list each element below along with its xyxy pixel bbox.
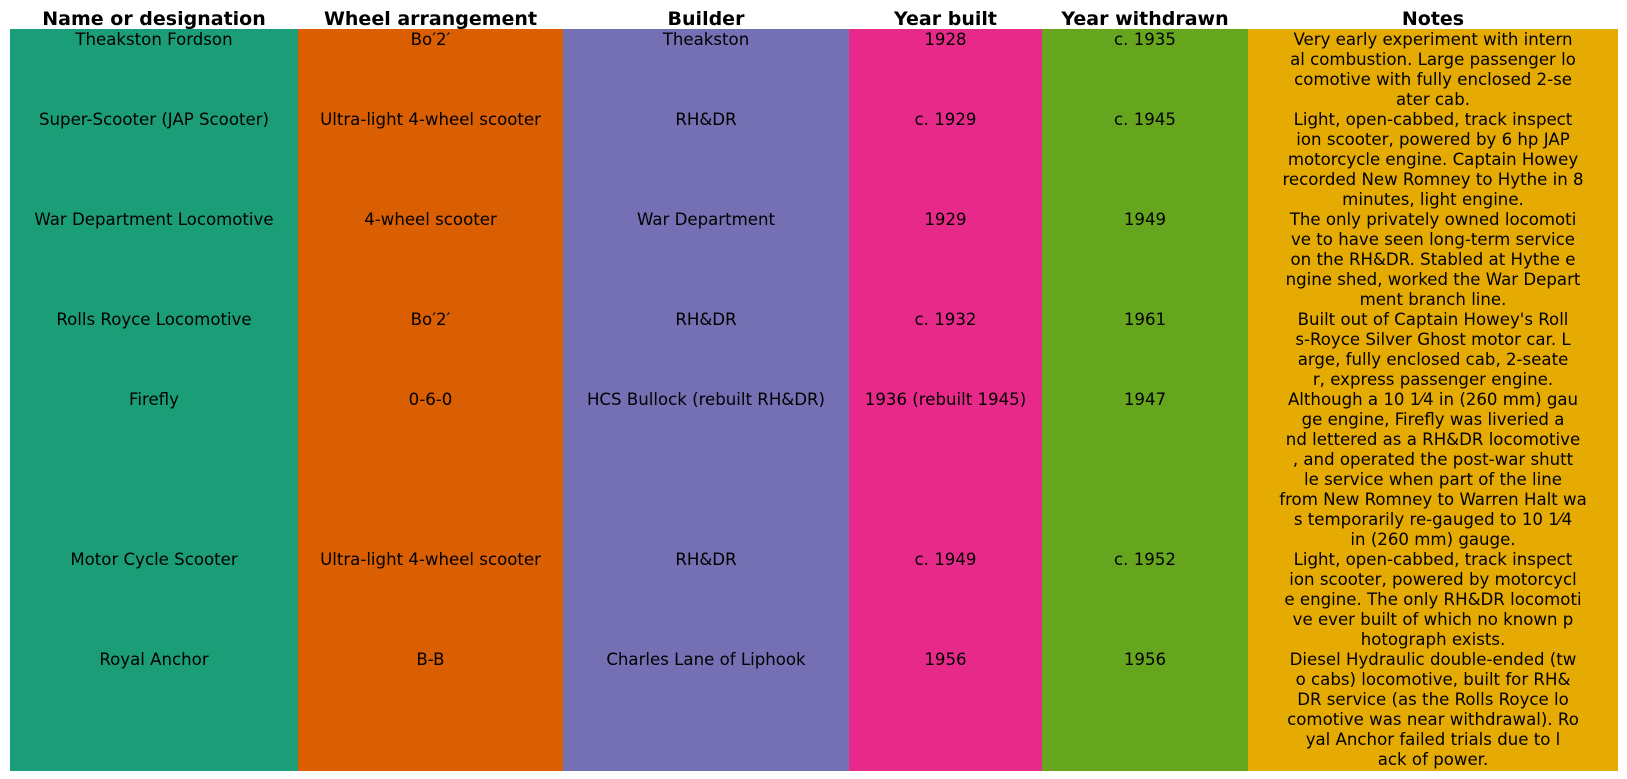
column-built: 1928 c. 1929 1929 c. 1932 1936 (rebuilt 1945… (849, 29, 1042, 771)
cell-withdrawn: 1961 (1123, 310, 1167, 329)
column-withdrawn: c. 1935 c. 1945 1949 1961 1947 c. 1952 1956 (1042, 29, 1248, 771)
cell-notes: Built out of Captain Howey's Roll s-Royc… (1295, 310, 1571, 389)
column-name: Theakston Fordson Super-Scooter (JAP Scoo… (10, 29, 298, 771)
cell-built: c. 1929 (914, 110, 977, 129)
cell-withdrawn: 1956 (1123, 650, 1167, 669)
cell-builder: HCS Bullock (rebuilt RH&DR) (586, 390, 826, 409)
cell-notes: Although a 10 1⁄4 in (260 mm) gau ge eng… (1279, 390, 1587, 549)
column-header-withdrawn: Year withdrawn (1061, 8, 1229, 30)
cell-built: c. 1932 (914, 310, 977, 329)
cell-wheel: B-B (416, 650, 445, 669)
cell-builder: RH&DR (675, 550, 737, 569)
cell-notes: Diesel Hydraulic double-ended (tw o cabs… (1287, 650, 1579, 769)
cell-built: c. 1949 (914, 550, 977, 569)
column-builder: Theakston RH&DR War Department RH&DR HCS Bul… (563, 29, 849, 771)
cell-wheel: Ultra-light 4-wheel scooter (320, 110, 541, 129)
cell-name: Super-Scooter (JAP Scooter) (39, 110, 269, 129)
column-header-builder: Builder (667, 8, 745, 30)
cell-notes: Light, open-cabbed, track inspect ion sc… (1284, 550, 1582, 649)
cell-wheel: Bo′2′ (410, 30, 451, 49)
cell-notes: The only privately owned locomoti ve to … (1285, 210, 1581, 309)
cell-built: 1936 (rebuilt 1945) (864, 390, 1027, 409)
column-header-notes: Notes (1401, 8, 1465, 30)
column-notes: Very early experiment with intern al com… (1248, 29, 1618, 771)
cell-notes: Light, open-cabbed, track inspect ion sc… (1282, 110, 1584, 209)
cell-builder: RH&DR (675, 110, 737, 129)
cell-builder: War Department (636, 210, 776, 229)
cell-withdrawn: c. 1952 (1114, 550, 1176, 569)
cell-wheel: 4-wheel scooter (364, 210, 497, 229)
cell-name: Royal Anchor (99, 650, 209, 669)
cell-withdrawn: 1947 (1123, 390, 1167, 409)
column-header-name: Name or designation (42, 8, 266, 30)
cell-built: 1928 (924, 30, 967, 49)
cell-builder: Theakston (662, 30, 750, 49)
cell-name: Firefly (129, 390, 179, 409)
cell-withdrawn: c. 1935 (1114, 30, 1176, 49)
cell-name: Motor Cycle Scooter (70, 550, 238, 569)
cell-name: War Department Locomotive (34, 210, 274, 229)
cell-name: Rolls Royce Locomotive (56, 310, 252, 329)
cell-withdrawn: 1949 (1123, 210, 1167, 229)
cell-wheel: 0-6-0 (408, 390, 453, 409)
column-header-wheel: Wheel arrangement (323, 8, 538, 30)
cell-withdrawn: c. 1945 (1114, 110, 1176, 129)
column-header-built: Year built (894, 8, 997, 30)
column-wheel: Bo′2′ Ultra-light 4-wheel scooter 4-wheel … (298, 29, 563, 771)
cell-built: 1956 (924, 650, 967, 669)
cell-wheel: Ultra-light 4-wheel scooter (320, 550, 541, 569)
cell-name: Theakston Fordson (75, 30, 233, 49)
cell-builder: RH&DR (675, 310, 737, 329)
cell-builder: Charles Lane of Liphook (606, 650, 806, 669)
cell-wheel: Bo′2′ (410, 310, 451, 329)
cell-notes: Very early experiment with intern al com… (1290, 30, 1576, 109)
cell-built: 1929 (924, 210, 967, 229)
